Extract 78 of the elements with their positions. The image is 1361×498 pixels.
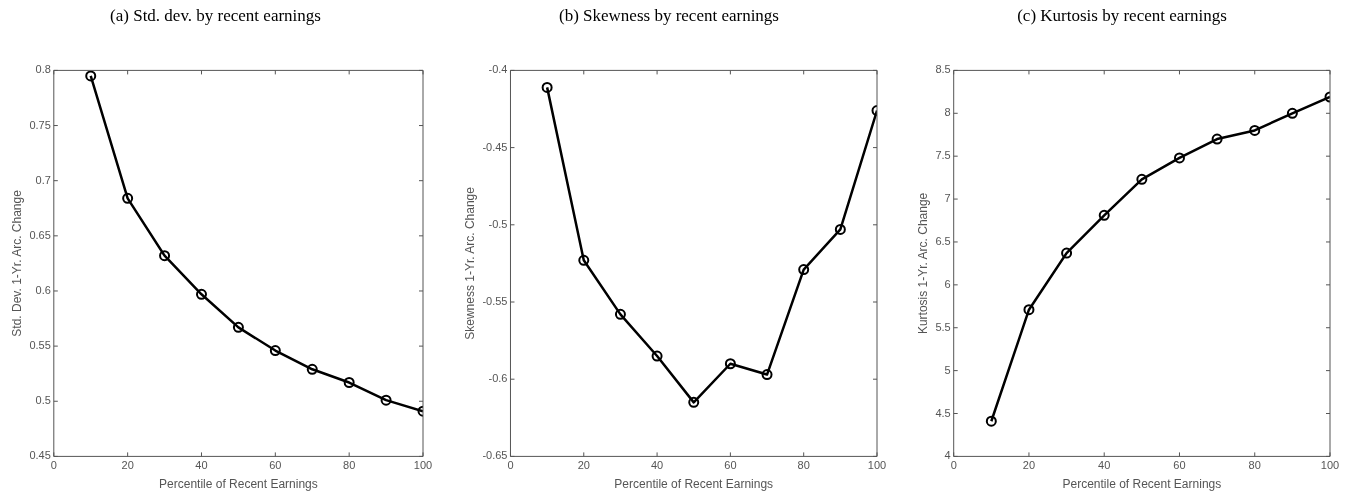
x-tick-label: 0 <box>507 459 514 472</box>
x-tick-label: 40 <box>650 459 664 472</box>
y-tick-label: -0.4 <box>488 63 508 76</box>
point <box>195 288 207 300</box>
x-tick-label: 80 <box>343 459 356 472</box>
y-tick-label: 4.5 <box>935 406 951 419</box>
point <box>1023 304 1035 316</box>
x-axis-title: Percentile of Recent Earnings <box>159 477 318 492</box>
x-axis-title: Percentile of Recent Earnings <box>614 477 774 492</box>
y-tick-label: -0.65 <box>482 449 508 462</box>
y-tick-label: 6.5 <box>935 234 951 247</box>
point <box>614 308 626 320</box>
chart-title: (b) Skewness by recent earnings <box>559 5 779 25</box>
y-tick-label: -0.5 <box>488 217 508 230</box>
y-tick-label: 0.6 <box>35 284 51 296</box>
chart-title: (c) Kurtosis by recent earnings <box>1017 5 1227 25</box>
y-tick-label: 0.8 <box>35 63 51 76</box>
point <box>1098 209 1110 221</box>
y-axis-title: Skewness 1-Yr. Arc. Change <box>462 186 477 340</box>
point <box>343 377 355 389</box>
x-tick-label: 0 <box>50 459 57 472</box>
y-tick-label: 4 <box>944 449 951 462</box>
y-tick-label: 5.5 <box>935 320 951 333</box>
point <box>688 396 700 408</box>
y-tick-label: 0.65 <box>29 228 51 241</box>
y-tick-label: -0.55 <box>482 295 508 308</box>
point <box>834 223 846 235</box>
y-tick-label: 8 <box>944 106 951 119</box>
point <box>1173 152 1185 164</box>
y-tick-label: -0.6 <box>488 372 508 385</box>
x-tick-label: 60 <box>269 459 282 472</box>
x-tick-label: 80 <box>797 459 810 472</box>
point <box>1249 124 1261 136</box>
x-tick-label: 40 <box>1098 459 1111 472</box>
x-tick-label: 0 <box>950 459 957 472</box>
point <box>232 321 244 333</box>
x-tick-label: 40 <box>195 459 208 472</box>
y-axis-title: Kurtosis 1-Yr. Arc. Change <box>915 192 930 335</box>
point <box>159 250 171 262</box>
point <box>578 254 590 266</box>
x-tick-label: 100 <box>867 459 887 472</box>
x-tick-label: 100 <box>1320 459 1340 472</box>
y-tick-label: 7.5 <box>935 149 951 162</box>
y-tick-label: 0.55 <box>29 339 51 352</box>
x-tick-label: 100 <box>413 459 433 472</box>
y-tick-label: 0.5 <box>35 394 51 407</box>
point <box>1211 133 1223 145</box>
point <box>1286 107 1298 119</box>
x-tick-label: 20 <box>577 459 590 472</box>
point <box>651 350 663 362</box>
x-tick-label: 80 <box>1248 459 1261 472</box>
y-tick-label: -0.45 <box>482 140 508 153</box>
point <box>85 70 97 82</box>
point <box>1061 247 1073 259</box>
point <box>761 369 773 381</box>
x-tick-label: 60 <box>1173 459 1186 472</box>
point <box>798 264 810 276</box>
point <box>724 358 736 370</box>
chart-title: (a) Std. dev. by recent earnings <box>110 5 321 25</box>
point <box>269 345 281 357</box>
point <box>541 81 553 93</box>
y-tick-label: 0.75 <box>29 118 51 131</box>
y-tick-label: 0.45 <box>29 449 51 462</box>
x-tick-label: 20 <box>1022 459 1036 472</box>
point <box>1136 173 1148 185</box>
point <box>380 394 392 406</box>
y-tick-label: 8.5 <box>935 63 951 76</box>
y-tick-label: 6 <box>944 277 951 290</box>
point <box>985 415 997 427</box>
x-axis-title: Percentile of Recent Earnings <box>1062 477 1222 492</box>
y-tick-label: 5 <box>944 363 951 376</box>
point <box>122 192 134 204</box>
x-tick-label: 60 <box>724 459 737 472</box>
y-tick-label: 7 <box>944 192 951 205</box>
y-axis-title: Std. Dev. 1-Yr. Arc. Change <box>9 189 24 337</box>
x-tick-label: 20 <box>121 459 134 472</box>
y-tick-label: 0.7 <box>35 173 51 186</box>
point <box>306 363 318 375</box>
